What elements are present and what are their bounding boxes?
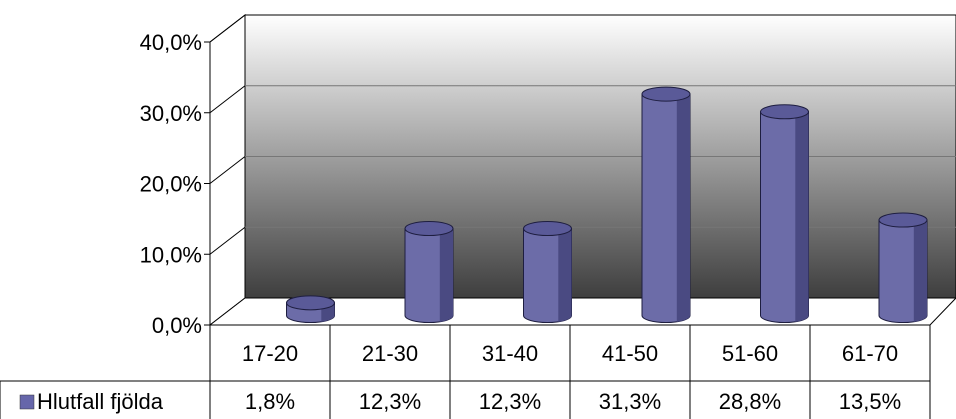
legend-label: Hlutfall fjölda	[37, 389, 164, 414]
side-gridline	[209, 226, 246, 255]
x-tick-label: 41-50	[602, 341, 658, 366]
gridlines	[209, 14, 956, 255]
bars	[286, 86, 928, 324]
y-tick-label: 30,0%	[140, 101, 202, 126]
bar-shade	[676, 94, 691, 322]
bar-top	[760, 104, 809, 120]
x-tick-label: 51-60	[722, 341, 778, 366]
data-label: 28,8%	[719, 389, 781, 414]
bar-shade	[439, 228, 454, 322]
legend-key	[19, 394, 35, 410]
y-axis-ticks: 0,0% 10,0% 20,0% 30,0% 40,0%	[140, 30, 210, 338]
x-tick-label: 31-40	[482, 341, 538, 366]
bar-shade	[913, 220, 928, 322]
x-tick-label: 17-20	[242, 341, 298, 366]
y-tick-label: 40,0%	[140, 30, 202, 55]
bar-top	[286, 295, 335, 311]
y-tick-label: 20,0%	[140, 172, 202, 197]
bar	[878, 212, 928, 324]
data-table: 17-20 21-30 31-40 41-50 51-60 61-70 1,8% 12,3% 1…	[0, 325, 931, 419]
data-label: 12,3%	[359, 389, 421, 414]
x-tick-label: 61-70	[842, 341, 898, 366]
bar	[760, 104, 809, 324]
x-tick-label: 21-30	[362, 341, 418, 366]
data-label: 12,3%	[479, 389, 541, 414]
data-label: 13,5%	[839, 389, 901, 414]
side-gridline	[209, 156, 246, 184]
bar	[523, 221, 572, 324]
y-tick-label: 10,0%	[140, 242, 202, 267]
bar-top	[878, 212, 928, 228]
bar	[286, 295, 335, 324]
bar-top	[404, 221, 454, 237]
y-tick-label: 0,0%	[152, 313, 202, 338]
bar-top	[641, 86, 691, 102]
bar-shade	[795, 111, 809, 322]
side-gridline	[209, 14, 246, 43]
plot-walls	[208, 13, 956, 327]
bar-shade	[558, 228, 572, 322]
bar	[404, 221, 454, 324]
data-label: 31,3%	[599, 389, 661, 414]
bar-top	[523, 221, 572, 237]
side-gridline	[209, 85, 246, 114]
bar	[641, 86, 691, 324]
data-label: 1,8%	[245, 389, 295, 414]
